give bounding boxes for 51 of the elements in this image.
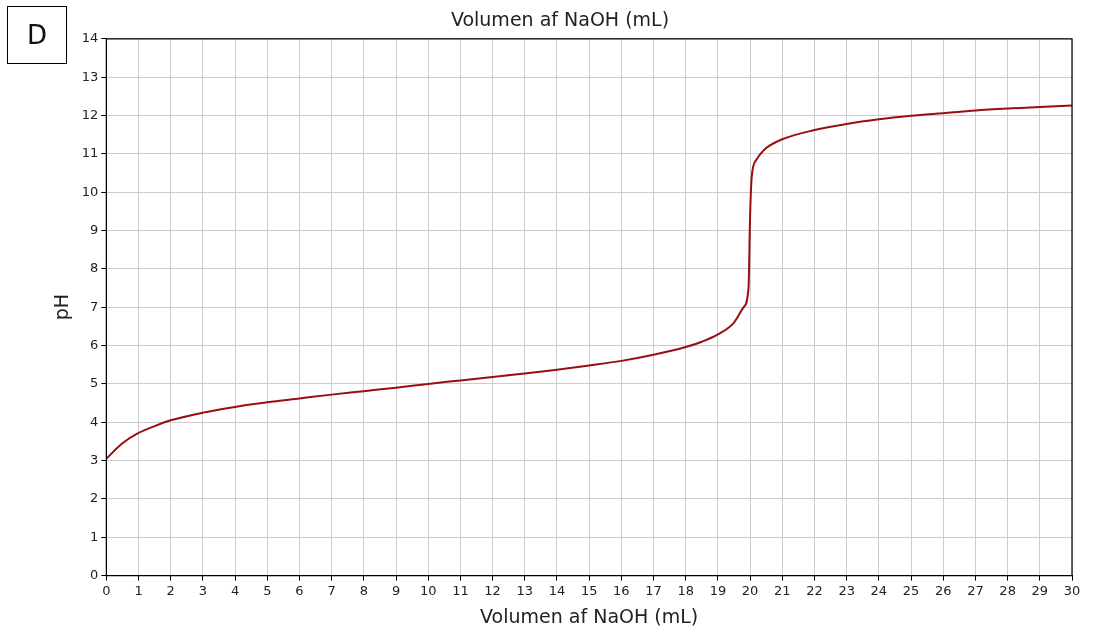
- y-tick-label: 11: [81, 145, 99, 161]
- x-tick-label: 12: [484, 582, 501, 598]
- x-tick-label: 11: [452, 582, 469, 598]
- x-tick-label: 8: [359, 582, 368, 598]
- x-tick-label: 13: [516, 582, 534, 598]
- y-axis-title: pH: [50, 294, 73, 321]
- x-tick-label: 26: [934, 582, 952, 598]
- x-tick-label: 19: [709, 582, 727, 598]
- y-tick-label: 12: [81, 106, 99, 122]
- x-tick-label: 10: [419, 582, 437, 598]
- x-axis-title: Volumen af NaOH (mL): [480, 604, 699, 627]
- y-tick-label: 14: [81, 30, 99, 46]
- y-tick-label: 2: [90, 490, 99, 506]
- y-tick-label: 1: [90, 528, 99, 544]
- text: D: [7, 6, 67, 64]
- x-tick-label: 2: [166, 582, 175, 598]
- x-tick-label: 25: [902, 582, 920, 598]
- x-tick-label: 4: [230, 582, 240, 598]
- x-tick-label: 29: [1031, 582, 1049, 598]
- y-tick-label: 10: [81, 183, 99, 199]
- x-tick-label: 15: [580, 582, 598, 598]
- x-tick-label: 5: [263, 582, 272, 598]
- x-tick-label: 3: [198, 582, 208, 598]
- y-tick-label: 7: [90, 298, 99, 314]
- x-tick-label: 17: [645, 582, 662, 598]
- x-tick-label: 6: [295, 582, 304, 598]
- y-tick-label: 0: [90, 566, 99, 582]
- line-series: [106, 104, 1072, 460]
- y-tick-label: 9: [90, 221, 99, 237]
- x-tick-label: 28: [999, 582, 1016, 598]
- x-tick-label: 23: [838, 582, 855, 598]
- x-tick-label: 9: [391, 582, 401, 598]
- x-tick-label: 18: [677, 582, 695, 598]
- chart-title: Volumen af NaOH (mL): [450, 8, 670, 31]
- x-tick-label: 24: [870, 582, 888, 598]
- x-tick-label: 21: [774, 582, 791, 598]
- y-tick-label: 4: [90, 413, 99, 429]
- y-tick-label: 5: [90, 375, 99, 391]
- x-tick-label: 0: [102, 582, 111, 598]
- x-tick-label: 14: [548, 582, 566, 598]
- x-tick-label: 22: [806, 582, 823, 598]
- x-tick-label: 16: [613, 582, 630, 598]
- y-tick-label: 8: [90, 260, 99, 276]
- x-tick-label: 27: [967, 582, 984, 598]
- y-tick-label: 6: [90, 336, 99, 352]
- x-tick-label: 7: [327, 582, 336, 598]
- x-tick-label: 1: [134, 582, 143, 598]
- x-tick-label: 20: [741, 582, 759, 598]
- y-tick-label: 3: [90, 451, 99, 467]
- x-tick-label: 30: [1063, 582, 1081, 598]
- y-tick-label: 13: [81, 68, 99, 84]
